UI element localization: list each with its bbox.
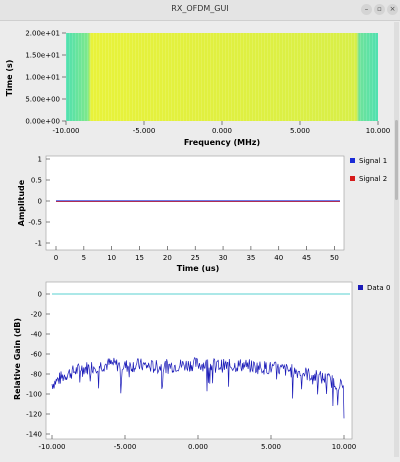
waterfall-x-tick: -5.000	[133, 127, 156, 135]
waterfall-x-tick: -10.000	[52, 127, 79, 135]
scrollbar[interactable]	[394, 22, 399, 457]
time-plot-y-tick: 1	[38, 156, 42, 164]
freq-plot-x-tick: 10.000	[332, 443, 357, 451]
time-plot-x-tick: 50	[330, 254, 339, 262]
waterfall-x-label: Frequency (MHz)	[184, 138, 260, 147]
freq-plot-y-label: Relative Gain (dB)	[13, 318, 22, 400]
time-plot-y-tick: 0.5	[31, 177, 42, 185]
time-plot-x-tick: 10	[107, 254, 116, 262]
freq-plot-panel: 0 -20 -40 -60 -80 -100 -120 -140 -10.000 -5.000 0…	[13, 281, 390, 451]
time-plot-x-tick: 40	[274, 254, 283, 262]
legend-data-0-swatch	[358, 285, 363, 290]
waterfall-y-tick: 1.00e+01	[25, 74, 60, 82]
waterfall-y-tick: 5.00e+00	[25, 96, 60, 104]
data-0-trace	[51, 357, 345, 419]
waterfall-x-tick: 0.000	[212, 127, 232, 135]
freq-plot-x-tick: -10.000	[38, 443, 65, 451]
legend-signal-2[interactable]: Signal 2	[359, 175, 387, 183]
waterfall-x-tick: 5.000	[290, 127, 310, 135]
freq-plot-y-tick: -40	[31, 331, 42, 339]
freq-plot-x-tick: -5.000	[114, 443, 137, 451]
waterfall-y-tick: 0.00e+00	[25, 118, 60, 126]
freq-plot-y-tick: -140	[26, 431, 42, 439]
waterfall-y-tick: 2.00e+01	[25, 30, 60, 38]
time-plot-y-tick: 0	[38, 198, 42, 206]
legend-data-0[interactable]: Data 0	[367, 284, 390, 292]
time-plot-x-tick: 15	[135, 254, 144, 262]
maximize-button[interactable]: ▫	[374, 4, 385, 15]
time-plot-x-tick: 30	[219, 254, 228, 262]
time-plot-x-tick: 0	[54, 254, 58, 262]
time-plot-y-label: Amplitude	[17, 179, 26, 226]
time-plot-y-tick: -0.5	[28, 219, 42, 227]
time-plot-canvas[interactable]	[45, 155, 345, 251]
time-plot-x-tick: 25	[191, 254, 200, 262]
time-plot-x-tick: 35	[246, 254, 255, 262]
freq-plot-x-tick: 5.000	[261, 443, 281, 451]
time-plot-panel: 1 0.5 0 -0.5 -1 0 5 10 15 20 25 30 35 40 45 50 Amplitu…	[17, 155, 387, 274]
close-button[interactable]: ×	[387, 4, 398, 15]
scrollbar-thumb[interactable]	[395, 120, 398, 200]
time-plot-x-label: Time (us)	[177, 264, 220, 273]
time-plot-x-tick: 45	[302, 254, 311, 262]
legend-signal-2-swatch	[350, 176, 355, 181]
title-bar: RX_OFDM_GUI – ▫ ×	[0, 0, 400, 21]
waterfall-y-tick: 1.50e+01	[25, 52, 60, 60]
freq-plot-y-tick: -60	[31, 351, 42, 359]
freq-plot-x-tick: 0.000	[188, 443, 208, 451]
waterfall-y-label: Time (s)	[5, 60, 14, 97]
legend-signal-1-swatch	[350, 158, 355, 163]
waterfall-panel: 2.00e+01 1.50e+01 1.00e+01 5.00e+00 0.00e+00…	[5, 30, 391, 148]
freq-plot-y-tick: 0	[38, 291, 42, 299]
freq-plot-y-tick: -120	[26, 411, 42, 419]
time-plot-x-tick: 5	[82, 254, 86, 262]
minimize-button[interactable]: –	[361, 4, 372, 15]
freq-plot-y-tick: -20	[31, 311, 42, 319]
time-plot-y-tick: -1	[35, 240, 42, 248]
window-title: RX_OFDM_GUI	[171, 4, 229, 13]
time-plot-x-tick: 20	[163, 254, 172, 262]
legend-signal-1[interactable]: Signal 1	[359, 157, 387, 165]
freq-plot-y-tick: -80	[31, 371, 42, 379]
waterfall-x-tick: 10.000	[366, 127, 391, 135]
freq-plot-canvas[interactable]	[45, 281, 353, 440]
freq-plot-y-tick: -100	[26, 391, 42, 399]
